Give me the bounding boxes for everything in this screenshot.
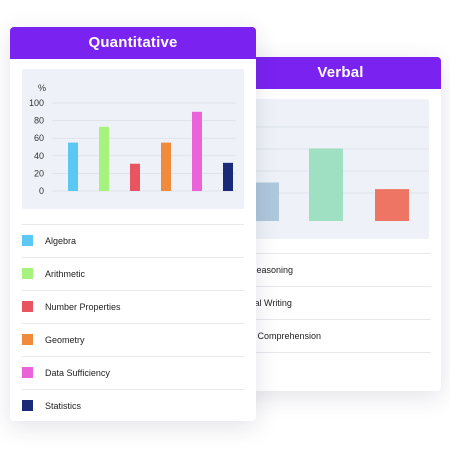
legend-swatch	[22, 400, 33, 411]
y-tick-label: 20	[34, 168, 44, 178]
legend-label: Number Properties	[45, 302, 121, 312]
y-tick-label: 80	[34, 116, 44, 126]
legend-label: Algebra	[45, 236, 77, 246]
verbal-card: Verbal Reasoning cal Writing g Comprehen…	[240, 57, 441, 391]
y-tick-label: 0	[39, 186, 44, 196]
verbal-chart	[250, 99, 429, 239]
legend-item-comprehension[interactable]: g Comprehension	[250, 319, 431, 353]
y-tick-label: 40	[34, 151, 44, 161]
legend-swatch	[22, 334, 33, 345]
verbal-chart-svg	[250, 126, 429, 221]
legend-item-reasoning[interactable]: Reasoning	[250, 253, 431, 286]
legend-item-data-sufficiency[interactable]: Data Sufficiency	[22, 356, 244, 389]
legend-label: Arithmetic	[45, 269, 86, 279]
legend-item-statistics[interactable]: Statistics	[22, 389, 244, 421]
legend-item-algebra[interactable]: Algebra	[22, 224, 244, 257]
quantitative-chart-svg: % 100 80 60 40 20 0	[29, 83, 236, 196]
y-tick-label: 100	[29, 98, 44, 108]
verbal-card-title: Verbal	[240, 57, 441, 89]
legend-label: g Comprehension	[250, 331, 322, 341]
legend-label: cal Writing	[250, 298, 292, 308]
bar	[99, 126, 109, 191]
legend-swatch	[22, 301, 33, 312]
legend-item-arithmetic[interactable]: Arithmetic	[22, 257, 244, 290]
bar	[309, 148, 343, 221]
legend-label: Geometry	[45, 335, 85, 345]
bar	[254, 182, 279, 221]
legend-item-number-properties[interactable]: Number Properties	[22, 290, 244, 323]
legend-swatch	[22, 268, 33, 279]
legend-label: Data Sufficiency	[45, 368, 110, 378]
y-tick-label: 60	[34, 133, 44, 143]
bar	[130, 163, 140, 191]
legend-swatch	[22, 235, 33, 246]
legend-label: Reasoning	[250, 265, 294, 275]
bar	[223, 162, 233, 191]
quantitative-card-title: Quantitative	[10, 27, 256, 59]
bar	[161, 142, 171, 191]
legend-item-writing[interactable]: cal Writing	[250, 286, 431, 319]
bar	[375, 189, 409, 221]
bar	[192, 111, 202, 191]
legend-item-geometry[interactable]: Geometry	[22, 323, 244, 356]
bar	[68, 142, 78, 191]
verbal-legend: Reasoning cal Writing g Comprehension	[250, 253, 431, 353]
y-axis-label: %	[38, 83, 46, 93]
quantitative-chart: % 100 80 60 40 20 0	[22, 69, 244, 209]
legend-label: Statistics	[45, 401, 82, 411]
quantitative-legend: Algebra Arithmetic Number Properties Geo…	[22, 224, 244, 421]
legend-swatch	[22, 367, 33, 378]
quantitative-card: Quantitative % 100 80 60 40 20 0 Algebra Arith…	[10, 27, 256, 421]
